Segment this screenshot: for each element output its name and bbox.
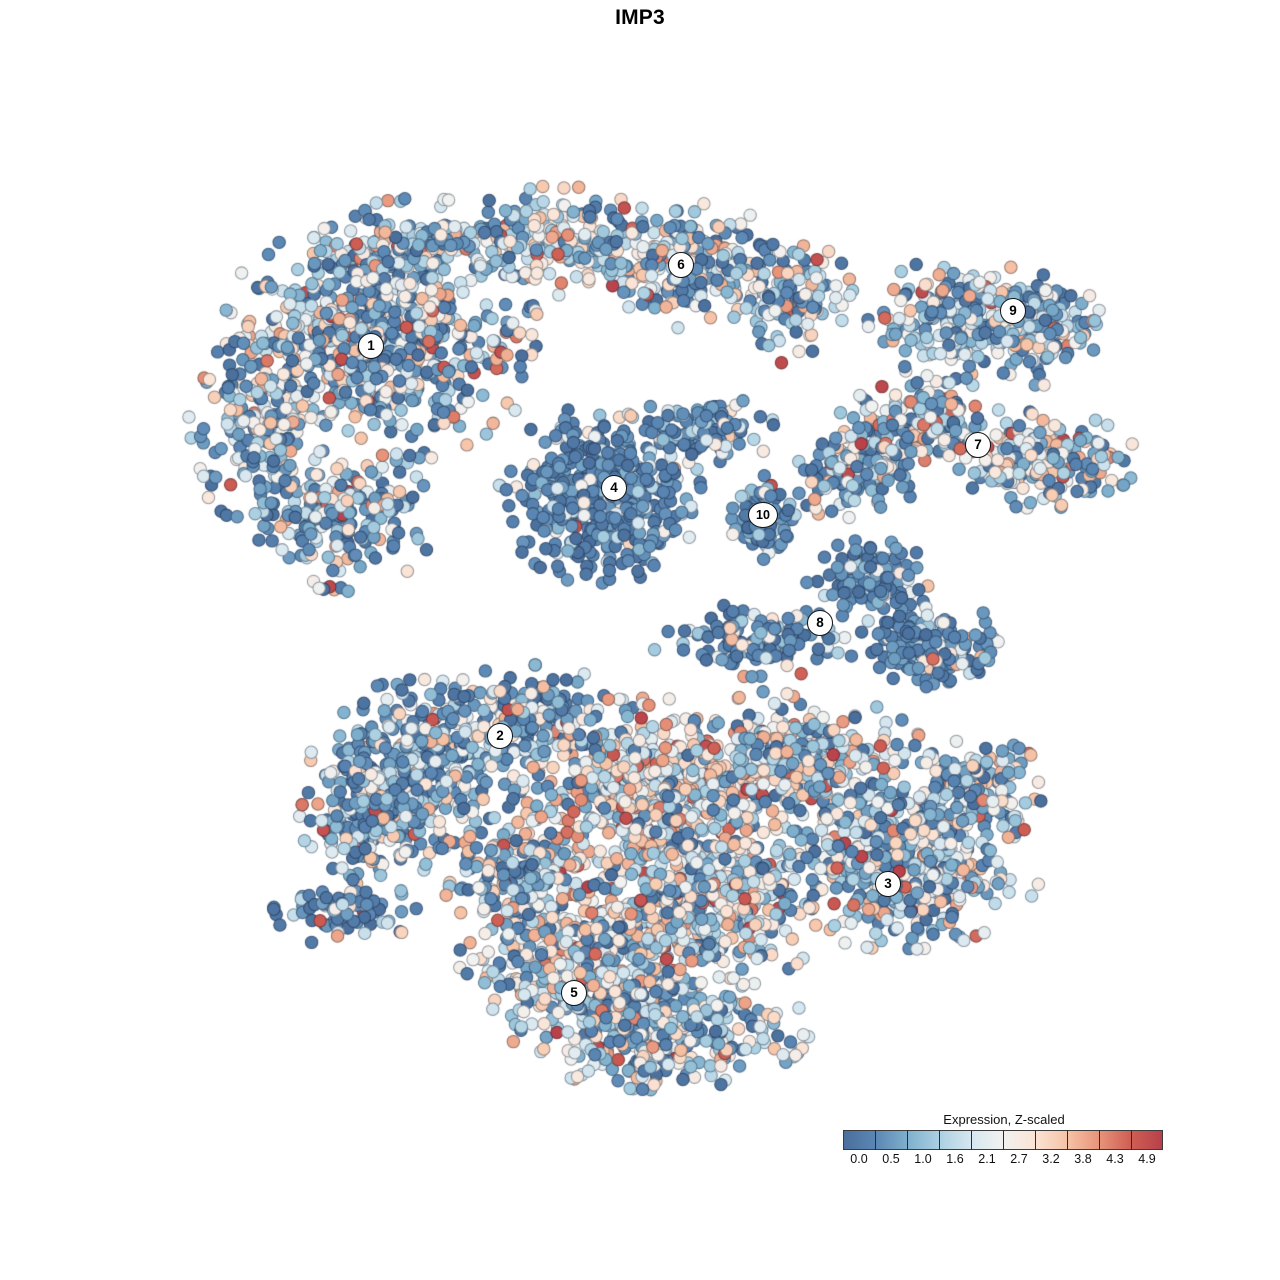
cluster-label-4[interactable]: 4 bbox=[601, 475, 627, 501]
legend-colorbar-wrap bbox=[843, 1130, 1163, 1150]
legend-tick-3: 1.6 bbox=[946, 1152, 964, 1166]
cluster-label-2[interactable]: 2 bbox=[487, 723, 513, 749]
legend-tick-9: 4.9 bbox=[1138, 1152, 1156, 1166]
legend-tick-6: 3.2 bbox=[1042, 1152, 1060, 1166]
legend-tick-4: 2.1 bbox=[978, 1152, 996, 1166]
legend-divider-4 bbox=[971, 1130, 973, 1150]
legend-divider-9 bbox=[1131, 1130, 1133, 1150]
cluster-label-10[interactable]: 10 bbox=[748, 502, 778, 528]
legend-divider-1 bbox=[875, 1130, 877, 1150]
cluster-label-9[interactable]: 9 bbox=[1000, 298, 1026, 324]
legend-divider-7 bbox=[1067, 1130, 1069, 1150]
cluster-label-7[interactable]: 7 bbox=[965, 432, 991, 458]
legend-divider-6 bbox=[1035, 1130, 1037, 1150]
legend-tick-1: 0.5 bbox=[882, 1152, 900, 1166]
cluster-label-5[interactable]: 5 bbox=[561, 980, 587, 1006]
legend-divider-2 bbox=[907, 1130, 909, 1150]
legend-divider-8 bbox=[1099, 1130, 1101, 1150]
legend-title: Expression, Z-scaled bbox=[943, 1112, 1065, 1127]
cluster-label-8[interactable]: 8 bbox=[807, 610, 833, 636]
legend-tick-5: 2.7 bbox=[1010, 1152, 1028, 1166]
legend-tick-8: 4.3 bbox=[1106, 1152, 1124, 1166]
legend-tick-7: 3.8 bbox=[1074, 1152, 1092, 1166]
legend-divider-3 bbox=[939, 1130, 941, 1150]
cluster-label-3[interactable]: 3 bbox=[875, 871, 901, 897]
legend-tick-labels: 0.0 0.5 1.0 1.6 2.1 2.7 3.2 3.8 4.3 4.9 bbox=[843, 1152, 1163, 1170]
legend-tick-2: 1.0 bbox=[914, 1152, 932, 1166]
cluster-label-6[interactable]: 6 bbox=[668, 252, 694, 278]
color-legend: Expression, Z-scaled 0.0 0.5 1.0 1.6 2.1 2.7 3… bbox=[843, 1112, 1165, 1170]
legend-divider-5 bbox=[1003, 1130, 1005, 1150]
cluster-label-1[interactable]: 1 bbox=[358, 333, 384, 359]
legend-tick-0: 0.0 bbox=[850, 1152, 868, 1166]
